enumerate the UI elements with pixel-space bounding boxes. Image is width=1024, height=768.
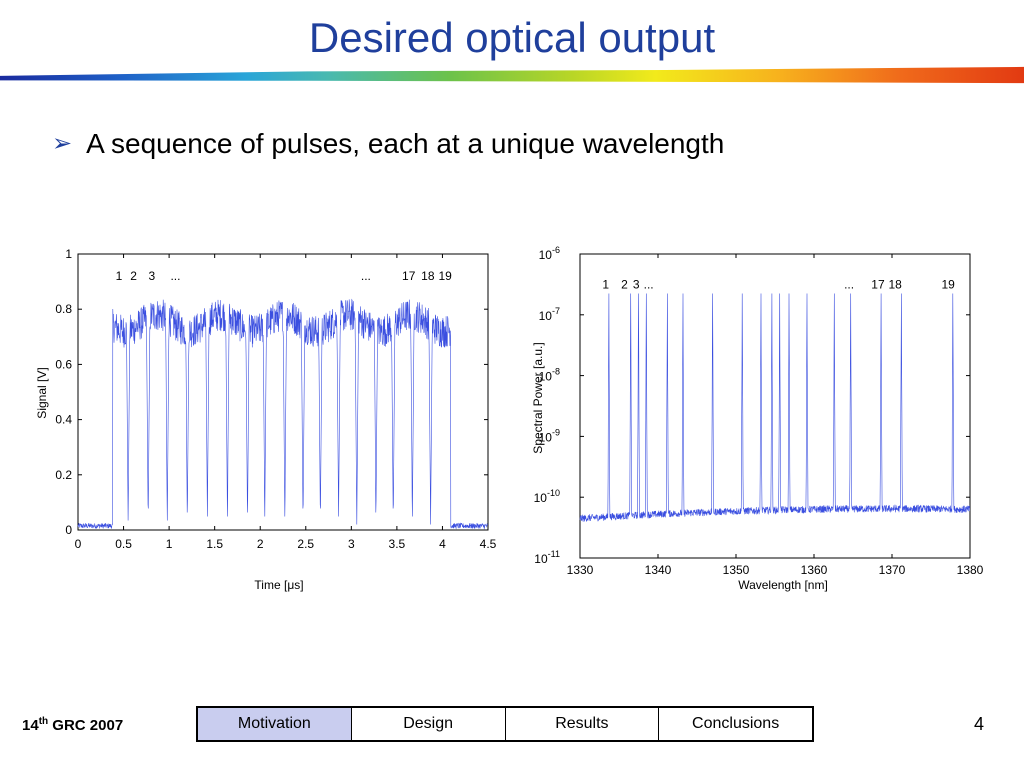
time-chart-annotations: 1 2 3...... 17 18 19 [116, 269, 453, 283]
x-tick-label: 3.5 [389, 537, 406, 551]
spectrum-chart-ylabel: Spectral Power [a.u.] [531, 342, 545, 453]
pulse-label: 17 [402, 269, 416, 283]
nav-tab-design[interactable]: Design [352, 708, 506, 740]
rainbow-divider [0, 66, 1024, 84]
peak-label: 17 [871, 277, 885, 291]
x-tick-label: 1.5 [206, 537, 223, 551]
peak-label: 1 [602, 277, 609, 291]
pulse-label: 3 [148, 269, 155, 283]
time-chart-axes: 0 0.5 1 1.5 2 2.5 3 3.5 4 4.5 0 0.2 0.4 0.6 0.8 1 [55, 247, 496, 551]
x-tick-label: 4 [439, 537, 446, 551]
x-tick-label: 1350 [723, 563, 750, 577]
nav-tab-conclusions[interactable]: Conclusions [692, 715, 780, 732]
x-tick-label: 1340 [645, 563, 672, 577]
spectrum-chart: 1330 1340 1350 1360 1370 1380 10-11 10-10 10-9 10… [531, 245, 984, 592]
pulse-label: 1 [116, 269, 123, 283]
peak-label: 18 [888, 277, 902, 291]
nav-tab-results[interactable]: Results [506, 708, 660, 740]
x-tick-label: 1 [166, 537, 173, 551]
spectrum-chart-axes: 1330 1340 1350 1360 1370 1380 10-11 10-10 10-9 10… [534, 245, 984, 577]
pulse-label: 2 [130, 269, 137, 283]
x-tick-label: 3 [348, 537, 355, 551]
y-tick-label: 10-10 [534, 488, 560, 505]
spectrum-plot-frame [579, 253, 971, 559]
peak-label: 3 [633, 277, 640, 291]
y-tick-label: 0 [65, 523, 72, 537]
x-tick-label: 2 [257, 537, 264, 551]
x-tick-label: 4.5 [480, 537, 497, 551]
peak-label: 19 [941, 277, 955, 291]
y-tick-label: 0.6 [55, 357, 72, 371]
pulse-label: 18 [421, 269, 435, 283]
peak-label: 2 [621, 277, 628, 291]
bullet-point: ➢ A sequence of pulses, each at a unique… [52, 124, 724, 164]
time-signal-trace [77, 298, 489, 530]
signal-line [77, 298, 489, 530]
section-nav: Motivation Design Results Conclusions [196, 706, 814, 742]
x-tick-label: 1370 [879, 563, 906, 577]
y-tick-label: 10-8 [539, 367, 560, 384]
pulse-label: 19 [438, 269, 452, 283]
y-tick-label: 0.8 [55, 302, 72, 316]
footer-conference: 14th GRC 2007 [22, 716, 124, 734]
time-chart-ylabel: Signal [V] [35, 367, 49, 418]
y-tick-label: 10-6 [539, 245, 560, 262]
nav-tab-motivation[interactable]: Motivation [198, 708, 352, 740]
spectrum-trace [579, 293, 971, 522]
bullet-text: A sequence of pulses, each at a unique w… [86, 128, 725, 159]
time-plot-frame [77, 253, 489, 531]
y-tick-label: 10-11 [534, 549, 560, 566]
spectrum-line [579, 293, 971, 522]
peak-label: ... [844, 277, 854, 291]
pulse-label: ... [170, 269, 180, 283]
y-tick-label: 0.2 [55, 468, 72, 482]
y-tick-label: 1 [65, 247, 72, 261]
time-signal-chart: 0 0.5 1 1.5 2 2.5 3 3.5 4 4.500.20.40.60.81 1 2 3..… [35, 247, 497, 592]
arrow-bullet-icon: ➢ [52, 130, 73, 157]
x-tick-label: 1380 [957, 563, 984, 577]
y-tick-label: 0.4 [55, 413, 72, 427]
page-number: 4 [974, 714, 985, 734]
pulse-label: ... [361, 269, 371, 283]
y-tick-label: 10-9 [539, 427, 560, 444]
slide-title: Desired optical output [308, 14, 716, 61]
peak-label: ... [644, 277, 654, 291]
time-chart-xlabel: Time [μs] [254, 578, 303, 592]
x-tick-label: 1330 [567, 563, 594, 577]
x-tick-label: 0 [75, 537, 82, 551]
spectrum-chart-annotations: 1 2 3...... 17 18 19 [602, 277, 955, 291]
x-tick-label: 1360 [801, 563, 828, 577]
x-tick-label: 0.5 [115, 537, 132, 551]
x-tick-label: 2.5 [297, 537, 314, 551]
spectrum-chart-xlabel: Wavelength [nm] [738, 578, 828, 592]
y-tick-label: 10-7 [539, 306, 560, 323]
